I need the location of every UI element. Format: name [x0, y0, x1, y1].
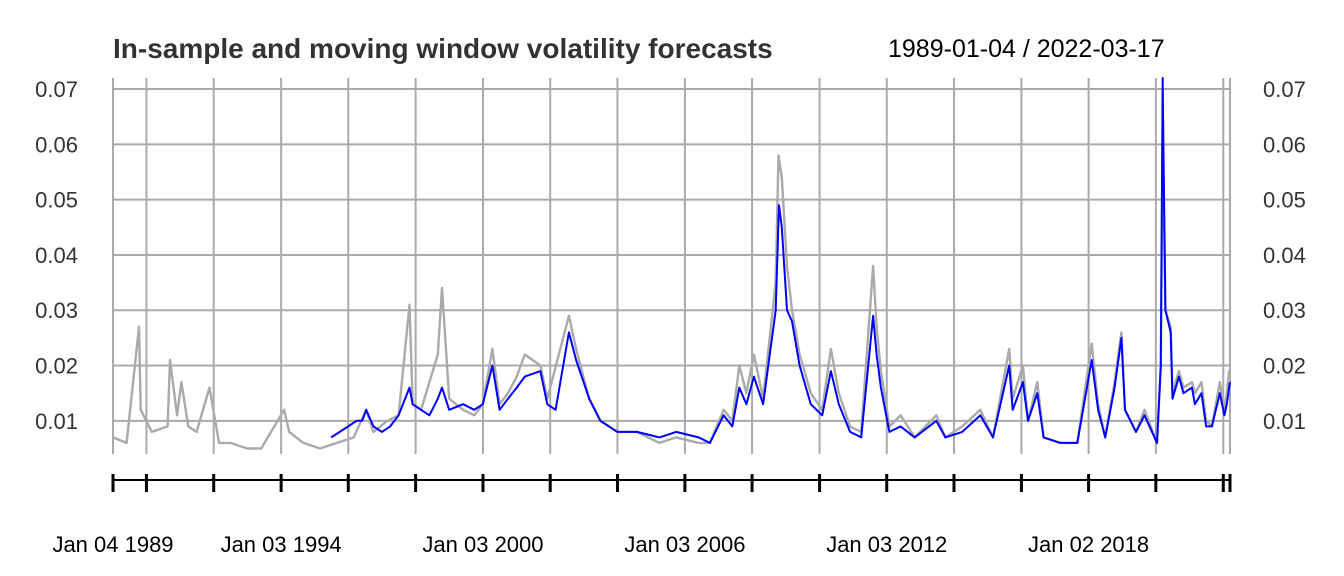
y-tick-label-right: 0.06: [1263, 132, 1306, 157]
date-range-label: 1989-01-04 / 2022-03-17: [888, 35, 1165, 63]
y-tick-label-right: 0.05: [1263, 188, 1306, 213]
y-tick-label-right: 0.02: [1263, 354, 1306, 379]
series-line-2: [330, 77, 1231, 444]
y-tick-label-left: 0.05: [35, 188, 78, 213]
x-axis: Jan 04 1989 Jan 03 1994 Jan 03 2000 Jan 03 …: [52, 474, 1232, 557]
y-tick-label-right: 0.04: [1263, 243, 1306, 268]
y-tick-label-left: 0.03: [35, 298, 78, 323]
y-tick-label-left: 0.04: [35, 243, 78, 268]
y-axis-left: 0.01 0.02 0.03 0.04 0.05 0.06 0.07: [35, 77, 78, 434]
x-tick-label: Jan 03 2000: [422, 532, 543, 557]
chart-title: In-sample and moving window volatility f…: [113, 33, 773, 64]
x-tick-label: Jan 03 2012: [826, 532, 947, 557]
x-tick-label: Jan 03 2006: [624, 532, 745, 557]
y-tick-label-left: 0.02: [35, 354, 78, 379]
series-lines: [112, 77, 1232, 450]
x-tick-label: Jan 02 2018: [1028, 532, 1149, 557]
y-tick-label-left: 0.06: [35, 132, 78, 157]
gridlines: [112, 78, 1231, 454]
x-tick-label: Jan 04 1989: [52, 532, 173, 557]
x-tick-label: Jan 03 1994: [221, 532, 342, 557]
y-tick-label-left: 0.07: [35, 77, 78, 102]
y-tick-label-right: 0.01: [1263, 409, 1306, 434]
y-tick-label-left: 0.01: [35, 409, 78, 434]
y-axis-right: 0.01 0.02 0.03 0.04 0.05 0.06 0.07: [1263, 77, 1306, 434]
y-tick-label-right: 0.07: [1263, 77, 1306, 102]
y-tick-label-right: 0.03: [1263, 298, 1306, 323]
series-line-1: [112, 120, 1232, 450]
